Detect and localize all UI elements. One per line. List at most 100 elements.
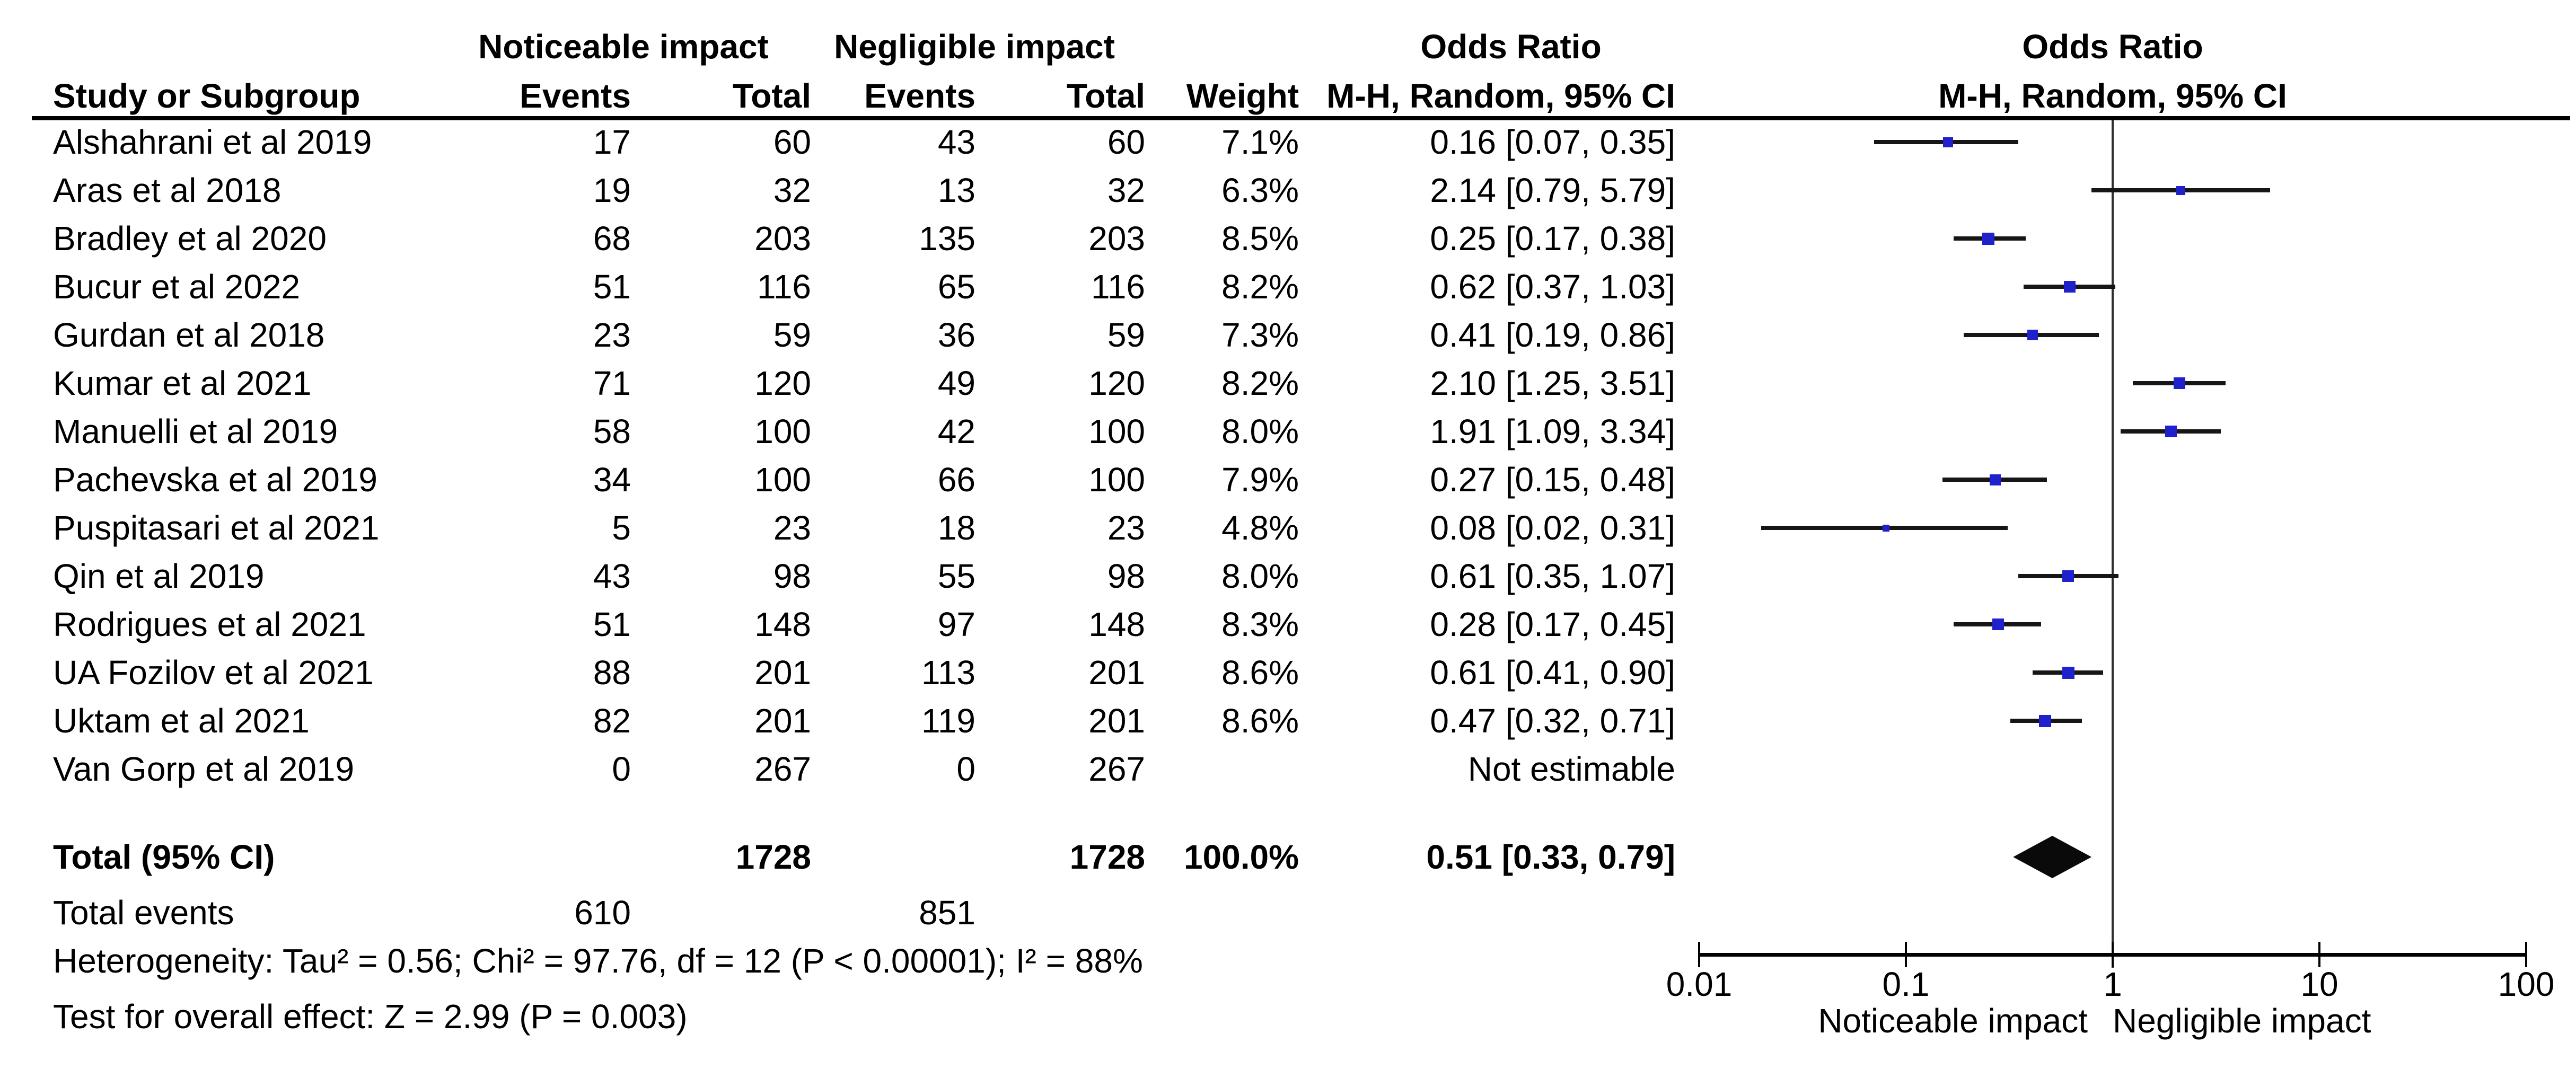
group2-events-header: Events: [864, 77, 975, 115]
group2-total-header: Total: [1066, 77, 1145, 115]
effect-marker: [2064, 281, 2076, 293]
group1-events-value: 68: [593, 219, 631, 258]
total-group2-total: 1728: [1069, 838, 1145, 876]
group2-total-value: 120: [1088, 364, 1145, 402]
or-ci-value: 0.16 [0.07, 0.35]: [1430, 123, 1675, 161]
or-ci-value: 0.41 [0.19, 0.86]: [1430, 316, 1675, 354]
axis-tick: [2112, 942, 2114, 967]
group2-events-value: 119: [921, 702, 975, 740]
group1-total-value: 148: [754, 605, 811, 643]
group2-events-value: 113: [921, 653, 975, 692]
group1-total-value: 32: [773, 171, 811, 209]
effect-marker: [2062, 570, 2074, 582]
group1-events-value: 17: [593, 123, 631, 161]
or-ci-value: 0.25 [0.17, 0.38]: [1430, 219, 1675, 258]
plot-method-header: M-H, Random, 95% CI: [1938, 77, 2287, 115]
pooled-diamond: [2013, 836, 2092, 878]
or-ci-value: 0.62 [0.37, 1.03]: [1430, 268, 1675, 306]
study-name: Qin et al 2019: [53, 557, 265, 595]
weight-value: 7.1%: [1221, 123, 1299, 161]
or-ci-value: 0.08 [0.02, 0.31]: [1430, 509, 1675, 547]
or-ci-value: 0.28 [0.17, 0.45]: [1430, 605, 1675, 643]
total-group1-total: 1728: [735, 838, 811, 876]
heterogeneity-stats: Heterogeneity: Tau² = 0.56; Chi² = 97.76…: [53, 942, 1143, 980]
axis-tick-label: 1: [2103, 965, 2122, 1003]
group1-events-value: 58: [593, 412, 631, 450]
group2-total-value: 201: [1088, 702, 1145, 740]
study-name: Manuelli et al 2019: [53, 412, 338, 450]
or-ci-value: 0.61 [0.35, 1.07]: [1430, 557, 1675, 595]
axis-tick: [1698, 942, 1700, 967]
group1-total-header: Total: [732, 77, 811, 115]
group1-events-value: 82: [593, 702, 631, 740]
group2-total-value: 98: [1107, 557, 1145, 595]
group1-events-value: 23: [593, 316, 631, 354]
or-ci-value: 2.10 [1.25, 3.51]: [1430, 364, 1675, 402]
or-ci-value: 0.47 [0.32, 0.71]: [1430, 702, 1675, 740]
effect-marker: [1943, 137, 1954, 147]
group2-events-value: 97: [937, 605, 975, 643]
group2-events-value: 49: [937, 364, 975, 402]
group2-events-value: 0: [956, 750, 975, 788]
effect-marker: [1989, 474, 2001, 485]
or-ci-value: Not estimable: [1467, 750, 1675, 788]
effect-marker: [2173, 377, 2185, 389]
axis-tick-label: 100: [2498, 965, 2555, 1003]
weight-value: 7.9%: [1221, 461, 1299, 499]
group2-total-value: 116: [1091, 268, 1145, 306]
group1-events-value: 71: [593, 364, 631, 402]
study-name: Gurdan et al 2018: [53, 316, 325, 354]
axis-tick-label: 0.01: [1666, 965, 1733, 1003]
plot-title: Odds Ratio: [2022, 28, 2203, 66]
favors-right-label: Negligible impact: [2113, 1002, 2371, 1040]
group2-total-value: 100: [1088, 412, 1145, 450]
study-name: Alshahrani et al 2019: [53, 123, 372, 161]
group1-total-value: 60: [773, 123, 811, 161]
study-name: Kumar et al 2021: [53, 364, 312, 402]
weight-value: 8.5%: [1221, 219, 1299, 258]
group2-total-value: 148: [1088, 605, 1145, 643]
effect-marker: [1982, 232, 1994, 245]
weight-value: 7.3%: [1221, 316, 1299, 354]
study-name: Aras et al 2018: [53, 171, 282, 209]
group1-total-value: 23: [773, 509, 811, 547]
favors-left-label: Noticeable impact: [1818, 1002, 2088, 1040]
study-name: Puspitasari et al 2021: [53, 509, 380, 547]
total-events-group1: 610: [574, 894, 631, 932]
effect-marker: [2038, 714, 2051, 727]
study-name: Pachevska et al 2019: [53, 461, 377, 499]
weight-value: 8.2%: [1221, 268, 1299, 306]
effect-marker: [1882, 524, 1889, 532]
group2-total-value: 32: [1107, 171, 1145, 209]
group1-events-value: 88: [593, 653, 631, 692]
or-ci-value: 0.27 [0.15, 0.48]: [1430, 461, 1675, 499]
group1-total-value: 98: [773, 557, 811, 595]
study-column-header: Study or Subgroup: [53, 77, 361, 115]
axis-tick-label: 10: [2300, 965, 2338, 1003]
weight-value: 6.3%: [1221, 171, 1299, 209]
group1-total-value: 59: [773, 316, 811, 354]
or-column-title: Odds Ratio: [1420, 28, 1602, 66]
group1-events-value: 0: [612, 750, 631, 788]
group2-events-value: 42: [937, 412, 975, 450]
weight-value: 8.3%: [1221, 605, 1299, 643]
group2-events-value: 13: [937, 171, 975, 209]
group1-events-value: 51: [593, 268, 631, 306]
weight-value: 8.0%: [1221, 557, 1299, 595]
weight-column-header: Weight: [1186, 77, 1299, 115]
axis-tick: [2318, 942, 2320, 967]
group1-total-value: 100: [754, 461, 811, 499]
effect-marker: [2062, 666, 2074, 679]
total-events-group2: 851: [919, 894, 975, 932]
group2-events-value: 36: [937, 316, 975, 354]
group1-total-value: 201: [754, 702, 811, 740]
group1-events-value: 5: [612, 509, 631, 547]
group1-events-value: 19: [593, 171, 631, 209]
group1-total-value: 267: [754, 750, 811, 788]
study-name: Uktam et al 2021: [53, 702, 310, 740]
group2-total-value: 100: [1088, 461, 1145, 499]
group2-events-value: 18: [937, 509, 975, 547]
or-ci-value: 2.14 [0.79, 5.79]: [1430, 171, 1675, 209]
weight-value: 8.6%: [1221, 653, 1299, 692]
group2-events-value: 43: [937, 123, 975, 161]
